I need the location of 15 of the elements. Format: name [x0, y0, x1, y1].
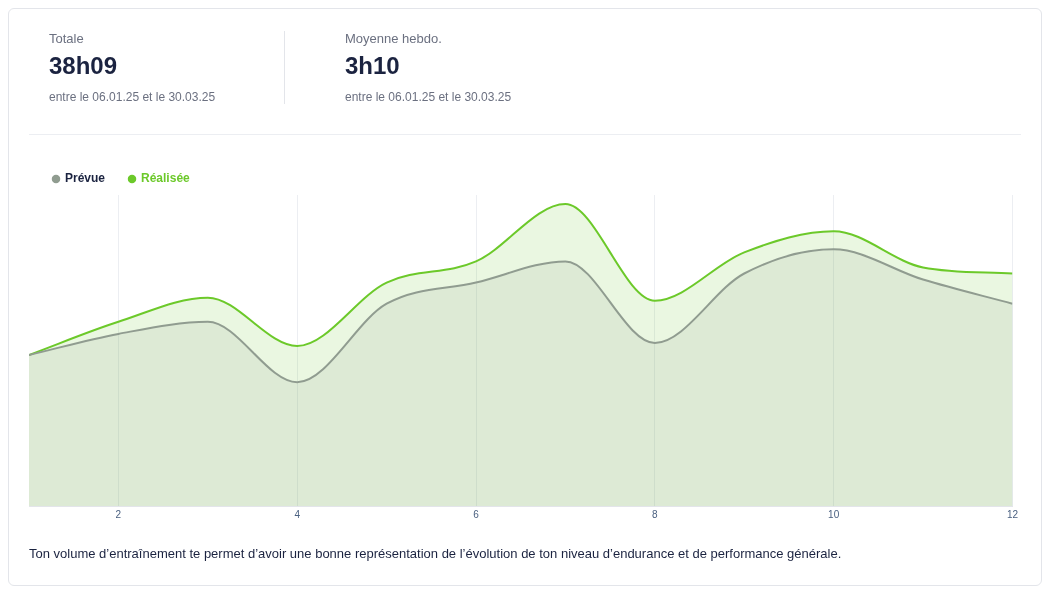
x-tick-label: 12 — [1006, 508, 1019, 520]
x-tick-label: 4 — [294, 508, 301, 520]
x-tick-label: 8 — [652, 508, 659, 520]
text: 38h09 — [49, 52, 119, 80]
x-tick-label: 10 — [828, 508, 840, 520]
x-tick-label: 6 — [473, 508, 480, 520]
text: 3h10 — [345, 52, 401, 80]
text: Ton volume d’entraînement te permet d’avoir une bonne représentation de l’évolution de ton niveau d’endurance et de performance générale. — [29, 546, 843, 561]
text: entre le 06.01.25 et le 30.03.25 — [49, 90, 217, 104]
x-tick-label: 2 — [115, 508, 122, 520]
text: Moyenne hebdo. — [345, 31, 443, 46]
text: Totale — [49, 31, 85, 46]
text: entre le 06.01.25 et le 30.03.25 — [345, 90, 513, 104]
legend-label: Prévue — [65, 171, 106, 186]
legend-label: Réalisée — [141, 171, 191, 186]
